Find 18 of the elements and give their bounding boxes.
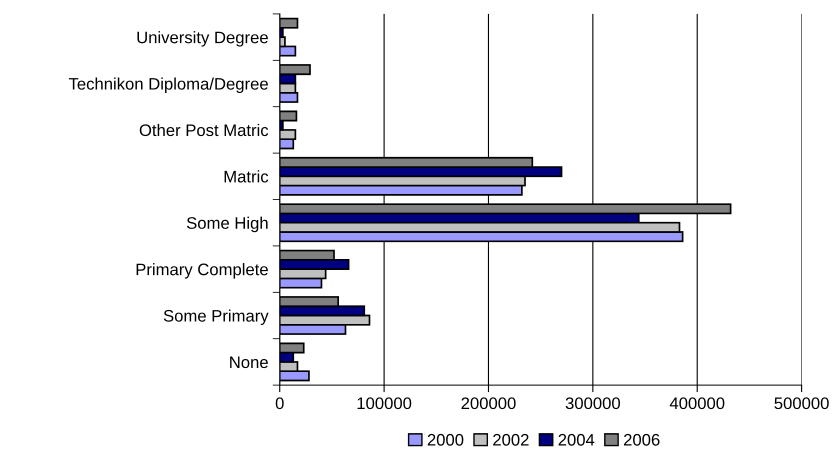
y-tick-label: None: [230, 356, 268, 368]
y-tick-label: Some Primary: [164, 309, 269, 326]
legend-label: 2004: [558, 434, 594, 446]
y-tick-label: Technikon Diploma/Degree: [68, 77, 268, 94]
x-tick-label: 500000: [774, 397, 829, 410]
y-tick-label: Some High: [186, 216, 268, 232]
y-tick-label: Matric: [224, 170, 268, 183]
legend-label: 2000: [428, 434, 464, 446]
x-tick-label: 400000: [670, 397, 724, 410]
x-tick-label: 100000: [358, 397, 412, 410]
x-tick-label: 0: [276, 397, 284, 410]
x-tick-label: 200000: [462, 397, 516, 410]
y-tick-label: Other Post Matric: [140, 124, 268, 136]
y-tick-label: University Degree: [137, 31, 268, 47]
legend-label: 2002: [493, 434, 529, 446]
y-tick-label: Primary Complete: [136, 263, 268, 279]
x-tick-label: 300000: [566, 397, 620, 410]
legend-label: 2006: [624, 434, 660, 446]
